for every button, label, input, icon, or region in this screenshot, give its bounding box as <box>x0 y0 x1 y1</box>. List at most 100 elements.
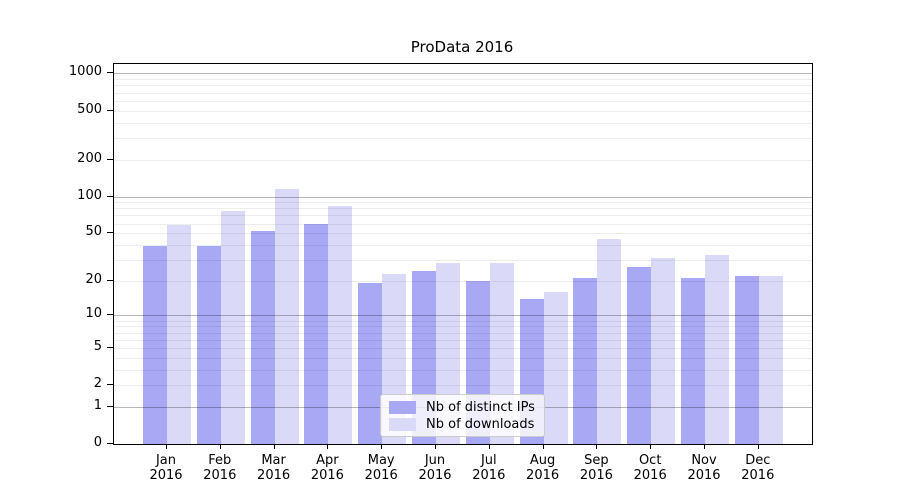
gridline-80 <box>114 208 812 210</box>
x-tick-jan <box>166 444 167 449</box>
x-tick-label-jul: Jul 2016 <box>472 453 506 483</box>
legend-swatch-downloads <box>389 417 416 431</box>
x-tick-label-oct: Oct 2016 <box>633 453 667 483</box>
gridline-10 <box>114 315 812 317</box>
x-tick-dec <box>757 444 759 449</box>
x-tick-label-nov: Nov 2016 <box>687 453 721 483</box>
legend-swatch-distinct-ips <box>389 400 416 414</box>
x-tick-label-apr: Apr 2016 <box>310 453 344 483</box>
legend-label-distinct-ips: Nb of distinct IPs <box>426 399 535 415</box>
gridline-50 <box>114 233 812 235</box>
bar-dec-distinct-ips <box>734 275 759 444</box>
gridline-9 <box>114 320 812 322</box>
chart-title: ProData 2016 <box>410 38 514 56</box>
bar-aug-downloads <box>543 292 568 444</box>
bar-nov-distinct-ips <box>681 278 705 444</box>
gridline-500 <box>114 110 812 112</box>
bar-jan-downloads <box>167 225 191 444</box>
plot-area: Nb of distinct IPs Nb of downloads <box>113 63 813 445</box>
gridline-600 <box>114 100 812 102</box>
x-tick-feb <box>219 444 221 449</box>
x-tick-aug <box>542 444 544 449</box>
gridline-5 <box>114 347 812 349</box>
gridline-60 <box>114 223 812 225</box>
y-tick-label-100: 100 <box>77 187 102 203</box>
bar-jan-distinct-ips <box>143 246 167 444</box>
x-tick-label-feb: Feb 2016 <box>203 453 237 483</box>
y-tick-0 <box>107 443 113 444</box>
gridline-2 <box>114 385 812 387</box>
bar-oct-distinct-ips <box>627 267 652 444</box>
x-tick-jul <box>488 444 490 449</box>
gridline-90 <box>114 202 812 204</box>
bar-feb-downloads <box>220 211 245 444</box>
y-tick-50 <box>107 232 113 234</box>
y-tick-label-20: 20 <box>85 271 102 287</box>
y-tick-5 <box>107 346 113 348</box>
legend-item-distinct-ips: Nb of distinct IPs <box>389 399 536 415</box>
y-tick-20 <box>107 279 113 281</box>
bar-sep-downloads <box>597 238 622 444</box>
x-tick-label-dec: Dec 2016 <box>741 453 775 483</box>
gridline-1000 <box>114 73 812 75</box>
y-tick-200 <box>107 158 113 160</box>
x-tick-sep <box>596 444 598 449</box>
gridline-70 <box>114 215 812 217</box>
gridline-20 <box>114 280 812 282</box>
y-tick-100 <box>107 195 113 197</box>
bar-sep-distinct-ips <box>573 278 598 444</box>
x-tick-oct <box>650 444 652 449</box>
x-tick-may <box>381 444 383 449</box>
y-tick-1000 <box>107 72 113 74</box>
x-tick-label-mar: Mar 2016 <box>257 453 291 483</box>
gridline-800 <box>114 85 812 87</box>
y-tick-2 <box>107 384 113 386</box>
x-tick-jun <box>435 444 436 449</box>
gridline-200 <box>114 159 812 161</box>
y-tick-10 <box>107 314 113 316</box>
x-tick-label-jan: Jan 2016 <box>149 453 183 483</box>
gridline-4 <box>114 357 812 359</box>
y-tick-label-1000: 1000 <box>68 64 102 80</box>
y-tick-label-500: 500 <box>77 101 102 117</box>
bar-apr-distinct-ips <box>304 224 329 444</box>
y-tick-label-5: 5 <box>93 338 102 354</box>
gridline-400 <box>114 122 812 124</box>
gridline-3 <box>114 369 812 371</box>
y-tick-label-0: 0 <box>93 435 102 450</box>
y-tick-1 <box>107 405 113 407</box>
x-tick-apr <box>327 444 329 449</box>
legend: Nb of distinct IPs Nb of downloads <box>380 394 545 437</box>
x-tick-label-may: May 2016 <box>364 453 398 483</box>
gridline-8 <box>114 326 812 328</box>
bar-mar-distinct-ips <box>250 231 275 444</box>
y-tick-label-10: 10 <box>85 306 102 322</box>
bar-dec-downloads <box>758 275 783 444</box>
gridline-100 <box>114 196 812 198</box>
y-tick-label-1: 1 <box>93 397 102 413</box>
bar-feb-distinct-ips <box>196 246 221 444</box>
legend-item-downloads: Nb of downloads <box>389 416 536 432</box>
gridline-40 <box>114 244 812 246</box>
gridline-7 <box>114 332 812 334</box>
bar-apr-downloads <box>328 205 353 444</box>
bar-mar-downloads <box>274 188 299 444</box>
y-tick-label-50: 50 <box>85 224 102 240</box>
x-tick-nov <box>704 444 705 449</box>
x-tick-label-aug: Aug 2016 <box>526 453 560 483</box>
gridline-900 <box>114 79 812 81</box>
bar-nov-downloads <box>705 254 729 444</box>
y-tick-label-2: 2 <box>93 376 102 392</box>
y-tick-label-200: 200 <box>77 150 102 166</box>
gridline-700 <box>114 92 812 94</box>
gridline-300 <box>114 137 812 139</box>
x-tick-mar <box>273 444 275 449</box>
x-tick-label-sep: Sep 2016 <box>579 453 613 483</box>
x-tick-label-jun: Jun 2016 <box>418 453 452 483</box>
legend-label-downloads: Nb of downloads <box>426 416 535 432</box>
gridline-30 <box>114 259 812 261</box>
gridline-6 <box>114 339 812 341</box>
bar-may-distinct-ips <box>358 283 383 444</box>
y-tick-500 <box>107 109 113 111</box>
